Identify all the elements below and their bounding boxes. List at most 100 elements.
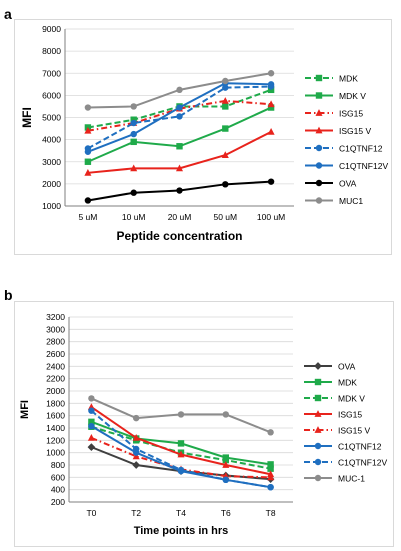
legend-item: C1QTNF12V [304, 458, 387, 468]
legend-item: MUC-1 [304, 474, 365, 484]
y-tick-label: 7000 [42, 68, 61, 78]
y-tick-label: 3000 [42, 157, 61, 167]
legend-label: C1QTNF12 [338, 442, 382, 452]
data-point [132, 452, 140, 460]
y-tick-label: 1400 [46, 423, 65, 433]
data-point [130, 103, 137, 110]
y-tick-label: 9000 [42, 24, 61, 34]
series-muc1 [84, 70, 275, 111]
data-point [175, 164, 184, 172]
series-line [87, 99, 272, 132]
panel-label-b: b [4, 287, 13, 303]
legend-item: C1QTNF12V [305, 161, 388, 171]
chart-box-b: 200 400 600 800 1000 1200 1400 1600 1800 2000 2200… [14, 301, 394, 547]
y-tick-label: 1000 [42, 201, 61, 211]
data-point [177, 450, 185, 458]
x-tick-label: T0 [86, 508, 96, 518]
x-tick-label: 5 uM [78, 212, 97, 222]
legend: OVA MDK MDK V ISG15 ISG15 V C1QTNF12 C1QTNF12V… [304, 362, 387, 484]
x-tick-label: 10 uM [122, 212, 146, 222]
legend-marker [315, 109, 323, 116]
legend-item: MDK [305, 74, 358, 84]
x-tick-label: T8 [266, 508, 276, 518]
y-tick-label: 2200 [46, 374, 65, 384]
legend-label: MDK V [338, 394, 365, 404]
legend-item: OVA [305, 179, 357, 189]
data-point [222, 456, 229, 464]
data-point [133, 414, 140, 422]
data-point [267, 104, 275, 111]
data-point [88, 422, 95, 430]
data-point [222, 476, 229, 483]
x-tick-label: T4 [176, 508, 186, 518]
y-tick-label: 1600 [46, 411, 65, 421]
data-point [88, 407, 95, 414]
data-point [88, 418, 95, 426]
legend-label: MDK [338, 378, 357, 388]
y-tick-label: 3200 [46, 312, 65, 322]
data-point [221, 97, 229, 104]
y-tick-label: 1200 [46, 435, 65, 445]
legend-marker [314, 394, 322, 402]
legend-label: MDK V [339, 91, 366, 101]
data-point [84, 168, 92, 176]
data-point [222, 103, 229, 110]
data-point [267, 81, 275, 88]
data-point [88, 395, 95, 402]
data-point [130, 130, 137, 138]
legend-label: MUC-1 [338, 474, 365, 484]
data-point [267, 100, 275, 108]
legend-label: C1QTNF12V [339, 161, 388, 171]
data-point [222, 461, 230, 468]
data-point [221, 151, 229, 158]
panel-label-a: a [4, 6, 12, 22]
series-isg15-v [84, 128, 275, 176]
x-axis-title: Time points in hrs [134, 525, 229, 537]
series-c1qtnf12v [84, 80, 275, 155]
y-axis-title: MFI [19, 400, 31, 419]
legend-label: C1QTNF12 [339, 144, 383, 154]
legend-label: ISG15 [338, 410, 362, 420]
series-mdk [88, 418, 274, 468]
data-point [267, 473, 275, 481]
x-axis-title: Peptide concentration [116, 229, 242, 243]
legend-marker [314, 426, 322, 433]
data-point [84, 158, 92, 165]
y-tick-label: 4000 [42, 135, 61, 145]
legend-item: C1QTNF12 [304, 442, 382, 452]
data-point [177, 411, 185, 418]
legend-item: MDK [304, 378, 357, 388]
data-point [176, 187, 183, 194]
y-tick-label: 2800 [46, 337, 65, 347]
legend-marker [315, 162, 323, 169]
chart-a: 1000 2000 3000 4000 5000 6000 7000 8000 9000 5 uM… [20, 24, 388, 243]
legend-label: ISG15 V [338, 426, 370, 436]
data-point [130, 138, 137, 146]
legend-label: C1QTNF12V [338, 458, 387, 468]
data-point [177, 440, 185, 447]
x-tick-label: T6 [221, 508, 231, 518]
y-tick-label: 2000 [46, 386, 65, 396]
y-tick-label: 2000 [42, 179, 61, 189]
data-point [87, 443, 96, 451]
legend-item: ISG15 V [304, 426, 370, 436]
y-tick-label: 2600 [46, 349, 65, 359]
y-axis-title: MFI [20, 107, 34, 128]
data-point [84, 148, 92, 155]
legend-item: OVA [304, 362, 356, 372]
legend-item: ISG15 [304, 410, 362, 420]
data-point [176, 143, 183, 150]
y-tick-label: 800 [51, 460, 65, 470]
data-point [222, 181, 229, 188]
legend-item: MDK V [305, 91, 366, 101]
y-tick-label: 3000 [46, 324, 65, 334]
series-line [91, 425, 271, 470]
y-tick-label: 400 [51, 485, 65, 495]
y-tick-label: 8000 [42, 46, 61, 56]
x-tick-label: 50 uM [213, 212, 237, 222]
chart-box-a: 1000 2000 3000 4000 5000 6000 7000 8000 9000 5 uM… [14, 19, 392, 255]
legend-marker [314, 378, 322, 386]
legend-label: ISG15 [339, 109, 363, 119]
series-ova [84, 178, 275, 204]
